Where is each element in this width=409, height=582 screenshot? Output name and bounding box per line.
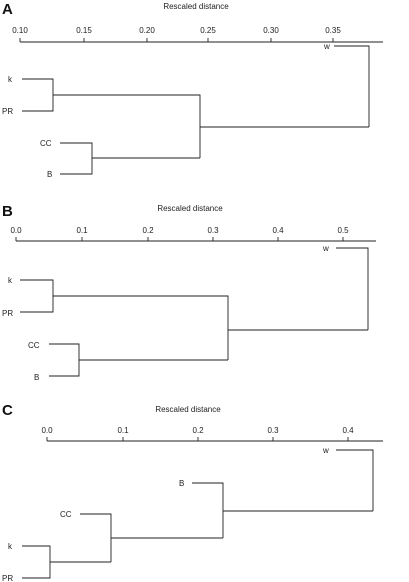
panel-a-tick-label: 0.20 — [139, 26, 155, 35]
panel-a-leaf-pr: PR — [2, 107, 13, 116]
panel-c-axis: 0.0 0.1 0.2 0.3 0.4 — [41, 426, 383, 442]
panel-c-tick-label: 0.4 — [342, 426, 354, 435]
panel-a-branch-k-pr — [22, 78, 54, 112]
panel-a-leaf-k: k — [8, 75, 13, 84]
panel-a-branch-w — [334, 45, 370, 127]
panel-b-tick-label: 0.2 — [142, 226, 154, 235]
panel-a-branches — [22, 45, 370, 175]
panel-c-axis-title: Rescaled distance — [155, 405, 221, 414]
panel-a-leaf-b: B — [47, 170, 52, 179]
panel-c-leaf-w: w — [322, 446, 329, 455]
panel-a-leaf-w: w — [323, 42, 330, 51]
panel-a-branch-cc-b — [60, 142, 93, 175]
panel-c-branch-b — [192, 482, 224, 538]
panel-a-tick-label: 0.25 — [200, 26, 216, 35]
panel-b-branch-kpr-link — [53, 295, 229, 360]
panel-b-branches — [20, 247, 369, 377]
panel-b-leaf-cc: CC — [28, 341, 40, 350]
panel-a: A Rescaled distance 0.10 0.15 0.20 0.25 … — [2, 1, 383, 179]
panel-b-leaf-pr: PR — [2, 309, 13, 318]
panel-c-branches — [22, 449, 374, 579]
panel-a-leaf-cc: CC — [40, 139, 52, 148]
panel-a-axis-title: Rescaled distance — [163, 2, 229, 11]
panel-b-leaf-w: w — [322, 244, 329, 253]
panel-a-tick-label: 0.30 — [263, 26, 279, 35]
panel-b: B Rescaled distance 0.0 0.1 0.2 0.3 0.4 … — [2, 203, 376, 382]
panel-a-branch-kpr-link — [53, 94, 201, 158]
panel-c-leaf-labels: w B CC k PR — [2, 446, 329, 582]
panel-b-leaf-b: B — [34, 373, 39, 382]
panel-b-branch-k-pr — [20, 279, 54, 313]
panel-b-leaf-k: k — [8, 276, 13, 285]
panel-c-tick-label: 0.3 — [267, 426, 279, 435]
panel-a-tick-label: 0.15 — [76, 26, 92, 35]
panel-c-tick-label: 0.1 — [117, 426, 129, 435]
panel-a-leaf-labels: w k PR CC B — [2, 42, 330, 179]
panel-b-axis: 0.0 0.1 0.2 0.3 0.4 0.5 — [10, 226, 376, 242]
panel-c: C Rescaled distance 0.0 0.1 0.2 0.3 0.4 … — [2, 402, 383, 582]
panel-c-letter: C — [2, 402, 13, 419]
panel-b-tick-label: 0.4 — [272, 226, 284, 235]
panel-a-tick-label: 0.35 — [325, 26, 341, 35]
panel-c-tick-label: 0.0 — [41, 426, 53, 435]
panel-c-branch-k-pr — [22, 545, 51, 579]
panel-c-branch-w — [336, 449, 374, 511]
panel-c-tick-label: 0.2 — [192, 426, 204, 435]
panel-b-leaf-labels: w k PR CC B — [2, 244, 329, 382]
panel-a-letter: A — [2, 1, 13, 18]
panel-b-tick-label: 0.3 — [207, 226, 219, 235]
panel-c-leaf-b: B — [179, 479, 184, 488]
panel-c-leaf-pr: PR — [2, 574, 13, 582]
panel-b-axis-title: Rescaled distance — [157, 204, 223, 213]
panel-a-axis: 0.10 0.15 0.20 0.25 0.30 0.35 — [12, 26, 383, 43]
panel-c-leaf-k: k — [8, 542, 13, 551]
panel-b-tick-label: 0.1 — [76, 226, 88, 235]
panel-b-branch-w — [336, 247, 369, 330]
panel-b-tick-label: 0.5 — [337, 226, 349, 235]
panel-c-leaf-cc: CC — [60, 510, 72, 519]
panel-b-letter: B — [2, 203, 13, 220]
panel-c-branch-cc — [80, 513, 112, 562]
panel-b-tick-label: 0.0 — [10, 226, 22, 235]
panel-b-branch-cc-b — [49, 343, 80, 377]
panel-a-tick-label: 0.10 — [12, 26, 28, 35]
